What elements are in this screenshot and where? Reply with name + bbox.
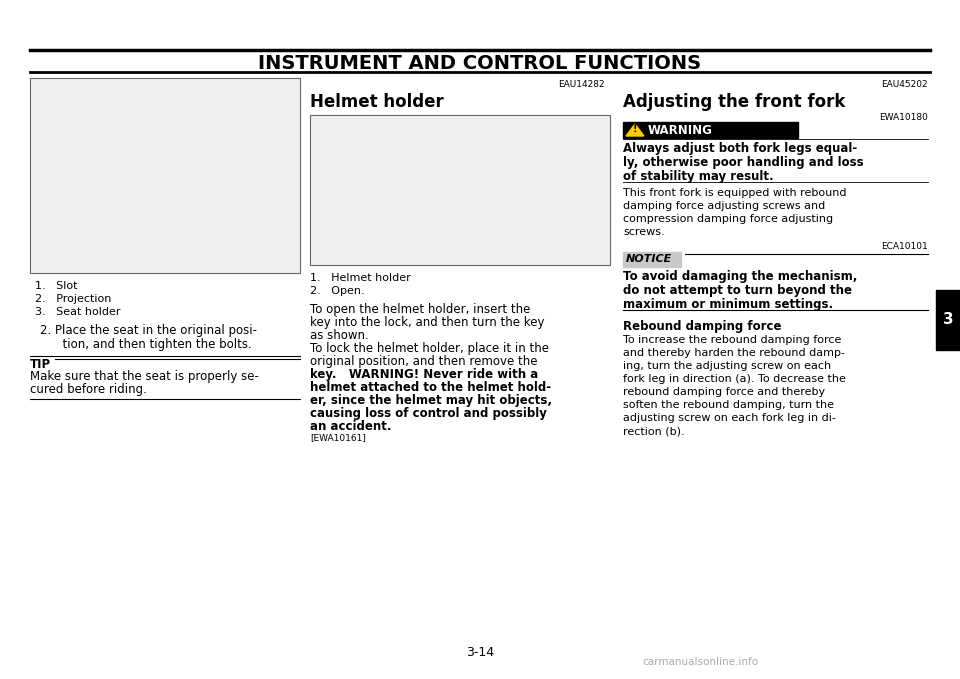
Text: 1.   Slot: 1. Slot xyxy=(35,281,78,291)
Text: 3-14: 3-14 xyxy=(466,646,494,659)
Text: EWA10180: EWA10180 xyxy=(879,113,928,122)
Text: er, since the helmet may hit objects,: er, since the helmet may hit objects, xyxy=(310,394,552,407)
Text: Always adjust both fork legs equal-: Always adjust both fork legs equal- xyxy=(623,142,857,155)
Bar xyxy=(936,290,960,350)
Text: WARNING: WARNING xyxy=(648,124,713,137)
Text: ing, turn the adjusting screw on each: ing, turn the adjusting screw on each xyxy=(623,361,831,371)
Text: 2.   Open.: 2. Open. xyxy=(310,286,365,296)
Text: To lock the helmet holder, place it in the: To lock the helmet holder, place it in t… xyxy=(310,342,549,355)
Text: 2.   Projection: 2. Projection xyxy=(35,294,111,304)
Text: 3: 3 xyxy=(943,312,953,327)
Text: rection (b).: rection (b). xyxy=(623,426,684,436)
Text: damping force adjusting screws and: damping force adjusting screws and xyxy=(623,201,826,211)
Text: cured before riding.: cured before riding. xyxy=(30,383,147,396)
Text: carmanualsonline.info: carmanualsonline.info xyxy=(642,657,758,667)
Text: fork leg in direction (a). To decrease the: fork leg in direction (a). To decrease t… xyxy=(623,374,846,384)
Text: screws.: screws. xyxy=(623,227,664,237)
Text: !: ! xyxy=(633,124,637,134)
Text: This front fork is equipped with rebound: This front fork is equipped with rebound xyxy=(623,188,847,198)
Text: EAU45202: EAU45202 xyxy=(881,80,928,89)
Text: EAU14282: EAU14282 xyxy=(559,80,605,89)
Bar xyxy=(310,115,610,265)
Text: an accident.: an accident. xyxy=(310,420,392,433)
Text: and thereby harden the rebound damp-: and thereby harden the rebound damp- xyxy=(623,348,845,358)
Text: INSTRUMENT AND CONTROL FUNCTIONS: INSTRUMENT AND CONTROL FUNCTIONS xyxy=(258,54,702,73)
Text: rebound damping force and thereby: rebound damping force and thereby xyxy=(623,387,826,397)
Polygon shape xyxy=(626,124,644,136)
Text: 3.   Seat holder: 3. Seat holder xyxy=(35,307,121,317)
Text: 2. Place the seat in the original posi-: 2. Place the seat in the original posi- xyxy=(40,324,257,337)
Text: ECA10101: ECA10101 xyxy=(881,242,928,251)
Text: key into the lock, and then turn the key: key into the lock, and then turn the key xyxy=(310,316,544,329)
Text: soften the rebound damping, turn the: soften the rebound damping, turn the xyxy=(623,400,834,410)
Bar xyxy=(30,78,300,273)
Text: compression damping force adjusting: compression damping force adjusting xyxy=(623,214,833,224)
Text: tion, and then tighten the bolts.: tion, and then tighten the bolts. xyxy=(40,338,252,351)
Text: Make sure that the seat is properly se-: Make sure that the seat is properly se- xyxy=(30,370,259,383)
Text: of stability may result.: of stability may result. xyxy=(623,170,774,183)
Text: NOTICE: NOTICE xyxy=(626,254,672,264)
Text: causing loss of control and possibly: causing loss of control and possibly xyxy=(310,407,547,420)
Text: adjusting screw on each fork leg in di-: adjusting screw on each fork leg in di- xyxy=(623,413,836,423)
Text: do not attempt to turn beyond the: do not attempt to turn beyond the xyxy=(623,284,852,297)
Text: as shown.: as shown. xyxy=(310,329,369,342)
Text: helmet attached to the helmet hold-: helmet attached to the helmet hold- xyxy=(310,381,551,394)
Text: [EWA10161]: [EWA10161] xyxy=(310,433,366,442)
Text: Helmet holder: Helmet holder xyxy=(310,93,444,111)
Text: TIP: TIP xyxy=(30,358,51,371)
Text: To increase the rebound damping force: To increase the rebound damping force xyxy=(623,335,841,345)
Text: ly, otherwise poor handling and loss: ly, otherwise poor handling and loss xyxy=(623,156,864,169)
Bar xyxy=(623,252,681,267)
Text: 1.   Helmet holder: 1. Helmet holder xyxy=(310,273,411,283)
Text: original position, and then remove the: original position, and then remove the xyxy=(310,355,538,368)
Text: To avoid damaging the mechanism,: To avoid damaging the mechanism, xyxy=(623,270,857,283)
Text: maximum or minimum settings.: maximum or minimum settings. xyxy=(623,298,833,311)
Text: Rebound damping force: Rebound damping force xyxy=(623,320,781,333)
Text: Adjusting the front fork: Adjusting the front fork xyxy=(623,93,846,111)
Text: To open the helmet holder, insert the: To open the helmet holder, insert the xyxy=(310,303,530,316)
Text: key.   WARNING! Never ride with a: key. WARNING! Never ride with a xyxy=(310,368,539,381)
Bar xyxy=(623,122,798,138)
